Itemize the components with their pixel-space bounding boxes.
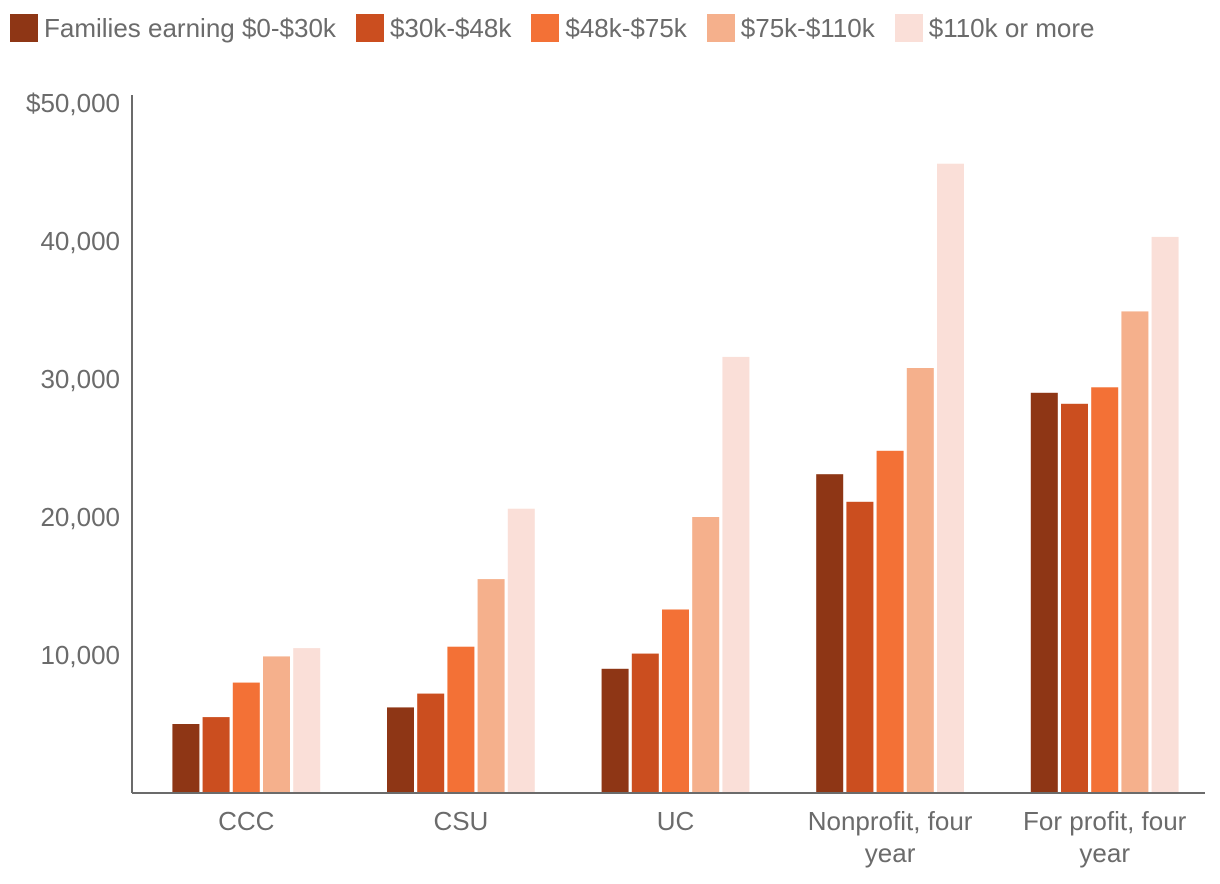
x-category-label: UC <box>657 806 695 836</box>
legend-item: $30k-$48k <box>355 12 512 44</box>
legend-swatch <box>894 14 923 42</box>
bar <box>876 450 904 793</box>
bar <box>1061 403 1088 793</box>
y-tick-label: 30,000 <box>40 364 120 394</box>
bar <box>477 579 505 793</box>
bar <box>816 474 844 793</box>
legend-swatch <box>10 14 38 42</box>
y-tick-label: 40,000 <box>40 226 120 256</box>
legend-item: $48k-$75k <box>531 12 687 44</box>
bar <box>906 368 934 793</box>
bar <box>722 356 750 793</box>
bar <box>293 648 321 793</box>
bar <box>601 668 629 793</box>
legend-swatch <box>355 14 384 42</box>
x-category-label: CSU <box>433 806 488 836</box>
bar <box>846 501 874 793</box>
legend-item: $110k or more <box>894 12 1095 44</box>
x-category-label: year <box>1079 838 1130 868</box>
bar <box>507 508 535 793</box>
y-tick-label: $50,000 <box>26 88 120 118</box>
chart-legend: Families earning $0-$30k $30k-$48k $48k-$7… <box>10 10 1114 46</box>
legend-swatch <box>531 14 560 42</box>
bar <box>662 609 689 793</box>
legend-label: $30k-$48k <box>389 12 512 43</box>
x-category-label: For profit, four <box>1023 806 1187 836</box>
bar <box>937 163 964 793</box>
y-tick-label: 10,000 <box>40 640 120 670</box>
legend-item: $75k-$110k <box>706 12 875 44</box>
bar <box>387 707 414 793</box>
bar <box>1121 311 1149 793</box>
bar <box>1151 236 1179 793</box>
legend-label: Families earning $0-$30k <box>44 12 336 43</box>
legend-swatch <box>706 14 735 42</box>
bar <box>202 717 230 793</box>
legend-item: Families earning $0-$30k <box>10 13 336 44</box>
bar <box>692 517 720 793</box>
bar <box>263 656 290 793</box>
bar <box>631 653 659 793</box>
bar <box>232 682 260 793</box>
bar <box>172 724 200 793</box>
legend-label: $48k-$75k <box>565 12 687 43</box>
x-category-label: year <box>865 838 916 868</box>
bar <box>1030 392 1058 793</box>
bar <box>417 693 445 793</box>
x-category-label: Nonprofit, four <box>808 806 973 836</box>
bar <box>447 646 475 793</box>
x-category-label: CCC <box>218 806 274 836</box>
legend-label: $75k-$110k <box>740 12 875 43</box>
legend-label: $110k or more <box>928 12 1095 43</box>
y-tick-label: 20,000 <box>40 502 120 532</box>
bar <box>1091 387 1119 793</box>
